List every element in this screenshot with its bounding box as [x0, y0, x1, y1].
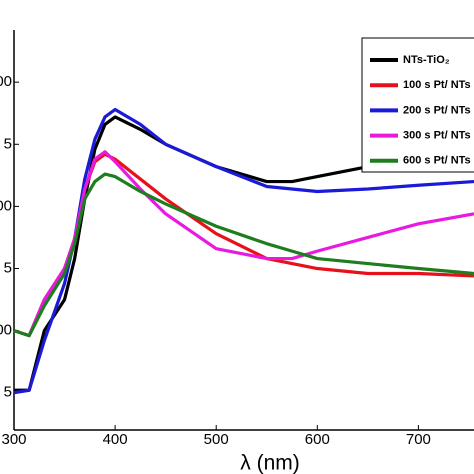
legend-label: 600 s Pt/ NTs [403, 155, 471, 167]
x-axis-label: λ (nm) [240, 452, 300, 474]
x-tick-label: 500 [204, 431, 229, 448]
y-tick-label: 5 [4, 135, 12, 152]
series-line [13, 107, 474, 395]
x-tick-label: 600 [305, 431, 330, 448]
x-tick-label: 700 [406, 431, 431, 448]
legend-label: 200 s Pt/ NTs [403, 104, 471, 116]
y-tick-label: 00 [0, 197, 12, 214]
x-tick-label: 300 [1, 431, 26, 448]
series-line [14, 115, 474, 392]
y-tick-label: 5 [4, 259, 12, 276]
series-line [13, 150, 474, 338]
y-tick-label: 5 [4, 384, 12, 401]
legend-label: 300 s Pt/ NTs [403, 130, 471, 142]
y-tick-label: 00 [0, 73, 12, 90]
legend-label: NTs-TiO₂ [403, 54, 450, 66]
x-tick-label: 400 [103, 431, 128, 448]
y-tick-label: 00 [0, 322, 12, 339]
legend-label: 100 s Pt/ NTs [403, 79, 471, 91]
series-line [13, 172, 474, 338]
